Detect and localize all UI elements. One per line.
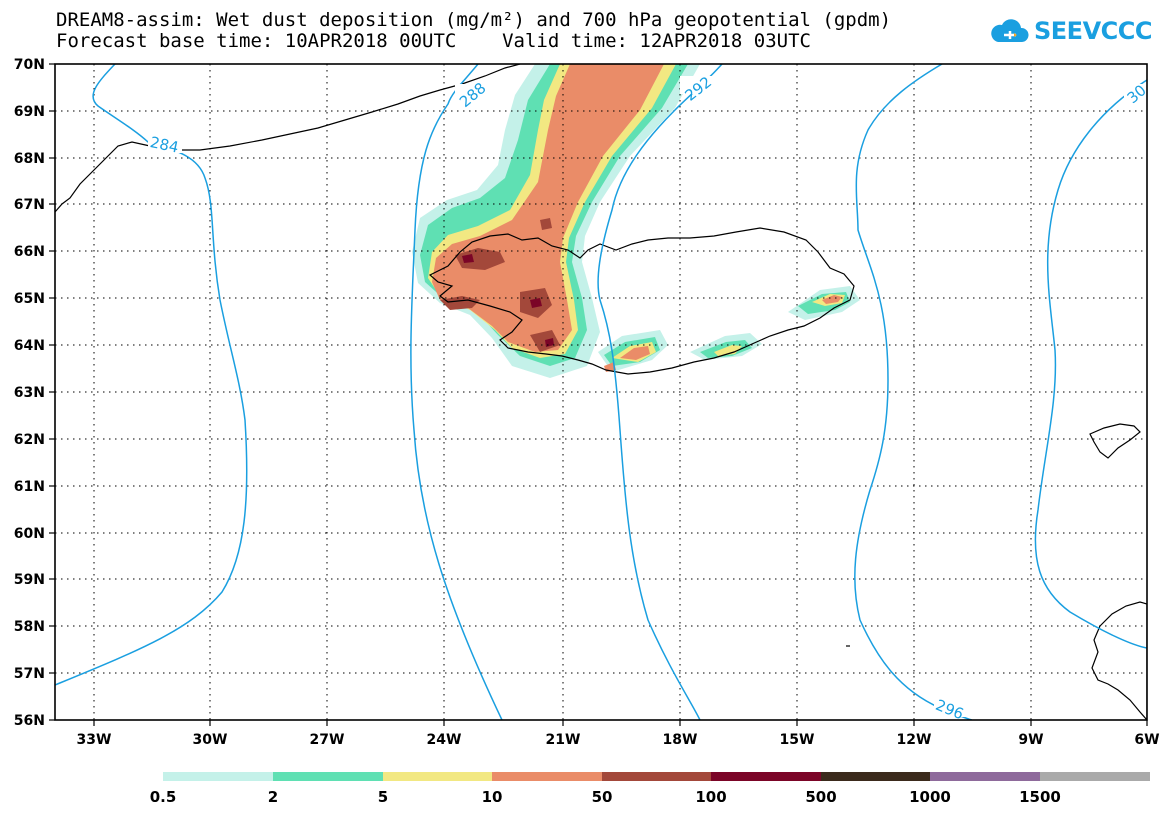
legend-swatch bbox=[163, 772, 273, 781]
coastlines bbox=[55, 64, 1147, 720]
legend-swatch bbox=[930, 772, 1040, 781]
legend-swatch bbox=[821, 772, 930, 781]
lat-label: 59N bbox=[14, 572, 45, 588]
lon-label: 27W bbox=[310, 732, 345, 748]
faroe-islands-coast bbox=[1089, 423, 1141, 459]
longitude-labels: 33W 30W 27W 24W 21W 18W 15W 12W 9W 6W bbox=[77, 732, 1160, 748]
lat-label: 65N bbox=[14, 291, 45, 307]
deposition-band-10 bbox=[432, 64, 664, 352]
contour-292 bbox=[597, 64, 723, 720]
contour-288 bbox=[410, 64, 503, 720]
scotland-coast bbox=[1091, 601, 1147, 720]
lon-label: 24W bbox=[427, 732, 462, 748]
lat-label: 61N bbox=[14, 479, 45, 495]
legend-swatch bbox=[711, 772, 821, 781]
lat-label: 70N bbox=[14, 57, 45, 73]
longitude-axis bbox=[93, 720, 1148, 726]
lat-label: 69N bbox=[14, 104, 45, 120]
contour-300 bbox=[1034, 79, 1147, 649]
cloud-icon bbox=[991, 19, 1029, 42]
lon-label: 12W bbox=[897, 732, 932, 748]
lat-label: 62N bbox=[14, 432, 45, 448]
forecast-times: Forecast base time: 10APR2018 00UTC Vali… bbox=[56, 30, 811, 52]
legend-label: 500 bbox=[805, 788, 836, 806]
contour-label-284: 284 bbox=[148, 133, 180, 157]
legend-swatch bbox=[602, 772, 711, 781]
iceland-coast bbox=[428, 227, 855, 375]
lon-label: 15W bbox=[780, 732, 815, 748]
legend-label: 1500 bbox=[1019, 788, 1061, 806]
legend-swatch bbox=[1040, 772, 1150, 781]
legend-labels: 0.5 2 5 10 50 100 500 1000 1500 bbox=[150, 788, 1061, 806]
lat-label: 68N bbox=[14, 151, 45, 167]
legend-swatch bbox=[492, 772, 602, 781]
legend-label: 50 bbox=[592, 788, 613, 806]
contour-284 bbox=[55, 64, 248, 686]
lat-label: 63N bbox=[14, 385, 45, 401]
lat-label: 64N bbox=[14, 338, 45, 354]
logo-text: SEEVCCC bbox=[1034, 17, 1153, 45]
lon-label: 30W bbox=[193, 732, 228, 748]
dust-deposition-field bbox=[412, 64, 860, 378]
latitude-labels: 70N 69N 68N 67N 66N 65N 64N 63N 62N 61N … bbox=[14, 57, 45, 729]
latitude-axis bbox=[49, 63, 55, 721]
lon-label: 9W bbox=[1018, 732, 1043, 748]
greenland-coast bbox=[55, 64, 521, 213]
legend-label: 5 bbox=[378, 788, 388, 806]
lon-label: 6W bbox=[1134, 732, 1159, 748]
lat-label: 56N bbox=[14, 713, 45, 729]
legend-label: 10 bbox=[482, 788, 503, 806]
color-legend bbox=[163, 772, 1150, 781]
legend-label: 1000 bbox=[909, 788, 951, 806]
lat-label: 60N bbox=[14, 526, 45, 542]
lon-label: 33W bbox=[77, 732, 112, 748]
lon-label: 18W bbox=[663, 732, 698, 748]
legend-label: 0.5 bbox=[150, 788, 177, 806]
legend-swatch bbox=[383, 772, 492, 781]
lat-label: 58N bbox=[14, 619, 45, 635]
map-title: DREAM8-assim: Wet dust deposition (mg/m²… bbox=[56, 9, 892, 31]
legend-swatch bbox=[273, 772, 383, 781]
contour-296 bbox=[854, 64, 973, 720]
seevccc-logo: SEEVCCC bbox=[990, 16, 1153, 46]
deposition-band-100 bbox=[462, 254, 554, 347]
lat-label: 66N bbox=[14, 244, 45, 260]
lon-label: 21W bbox=[546, 732, 581, 748]
geopotential-contours bbox=[55, 64, 1147, 720]
legend-label: 2 bbox=[268, 788, 278, 806]
lat-label: 57N bbox=[14, 666, 45, 682]
contour-labels: 284 288 292 296 30 bbox=[148, 73, 1150, 723]
legend-label: 100 bbox=[695, 788, 726, 806]
lat-label: 67N bbox=[14, 197, 45, 213]
